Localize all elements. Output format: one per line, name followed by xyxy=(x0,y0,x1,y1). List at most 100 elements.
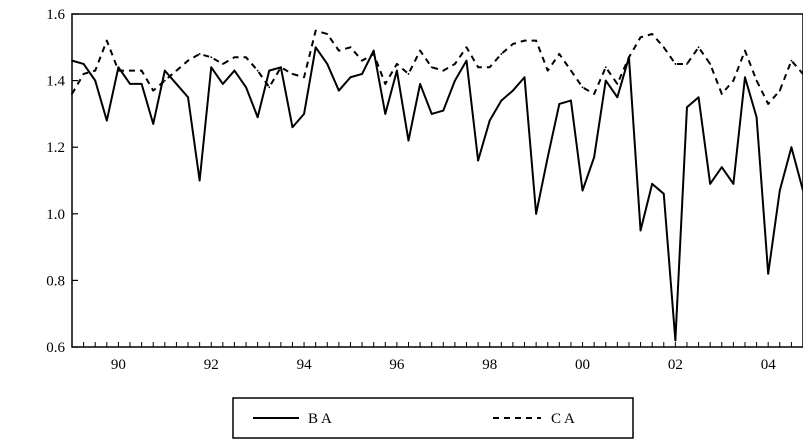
data-point-ca xyxy=(709,63,711,65)
data-point-ba xyxy=(466,60,468,62)
data-point-ca xyxy=(651,33,653,35)
data-point-ca xyxy=(210,56,212,58)
x-tick-label: 94 xyxy=(297,357,313,373)
data-point-ca xyxy=(176,70,178,72)
legend-label-ba: BA xyxy=(308,411,335,427)
data-point-ba xyxy=(210,66,212,68)
data-point-ca xyxy=(245,56,247,58)
data-point-ca xyxy=(431,66,433,68)
data-point-ca xyxy=(118,70,120,72)
y-tick-label: 0.8 xyxy=(46,273,65,289)
y-tick-label: 1.2 xyxy=(46,140,65,156)
data-point-ca xyxy=(767,103,769,105)
series-points-ba xyxy=(71,46,803,341)
data-point-ca xyxy=(408,73,410,75)
x-tick-label: 00 xyxy=(575,357,590,373)
data-point-ba xyxy=(616,96,618,98)
data-point-ca xyxy=(292,73,294,75)
data-point-ca xyxy=(593,93,595,95)
data-point-ca xyxy=(234,56,236,58)
x-tick-label: 04 xyxy=(761,357,777,373)
data-point-ba xyxy=(187,96,189,98)
data-point-ba xyxy=(674,339,676,341)
data-point-ca xyxy=(129,70,131,72)
data-point-ba xyxy=(744,76,746,78)
data-point-ba xyxy=(268,70,270,72)
data-point-ba xyxy=(756,116,758,118)
data-point-ca xyxy=(257,70,259,72)
data-point-ba xyxy=(732,183,734,185)
data-point-ca xyxy=(83,73,85,75)
data-point-ca xyxy=(721,93,723,95)
data-point-ba xyxy=(489,120,491,122)
data-point-ca xyxy=(477,66,479,68)
legend-label-ca: CA xyxy=(551,411,578,427)
data-point-ba xyxy=(326,63,328,65)
data-point-ca xyxy=(222,63,224,65)
data-point-ba xyxy=(640,230,642,232)
data-point-ca xyxy=(616,83,618,85)
data-point-ba xyxy=(663,193,665,195)
y-tick-label: 0.6 xyxy=(46,340,65,356)
data-point-ca xyxy=(373,53,375,55)
data-point-ba xyxy=(686,106,688,108)
data-point-ba xyxy=(129,83,131,85)
data-point-ba xyxy=(361,73,363,75)
data-point-ba xyxy=(477,160,479,162)
data-point-ba xyxy=(535,213,537,215)
x-tick-label: 96 xyxy=(389,357,405,373)
data-point-ba xyxy=(582,190,584,192)
data-point-ba xyxy=(593,156,595,158)
data-point-ba xyxy=(651,183,653,185)
data-point-ca xyxy=(500,53,502,55)
data-point-ba xyxy=(442,110,444,112)
data-point-ca xyxy=(396,63,398,65)
data-point-ca xyxy=(94,70,96,72)
data-point-ba xyxy=(83,63,85,65)
data-point-ca xyxy=(663,46,665,48)
data-point-ba xyxy=(396,70,398,72)
data-point-ca xyxy=(199,53,201,55)
data-point-ca xyxy=(152,90,154,92)
data-point-ba xyxy=(222,83,224,85)
data-point-ba xyxy=(605,80,607,82)
y-axis: 0.6 0.8 1.0 1.2 1.4 1.6 xyxy=(46,7,78,356)
data-point-ca xyxy=(326,33,328,35)
data-point-ba xyxy=(152,123,154,125)
data-point-ca xyxy=(280,66,282,68)
data-point-ca xyxy=(419,50,421,52)
data-point-ba xyxy=(767,273,769,275)
data-point-ca xyxy=(686,63,688,65)
data-point-ca xyxy=(605,66,607,68)
data-point-ba xyxy=(709,183,711,185)
data-point-ba xyxy=(698,96,700,98)
x-tick-label: 92 xyxy=(204,357,219,373)
data-point-ca xyxy=(570,70,572,72)
data-point-ba xyxy=(141,83,143,85)
data-point-ba xyxy=(245,86,247,88)
data-point-ca xyxy=(732,80,734,82)
data-point-ba xyxy=(500,100,502,102)
data-point-ba xyxy=(71,60,73,62)
series-line-ba xyxy=(72,47,803,340)
data-point-ca xyxy=(141,70,143,72)
x-tick-label: 90 xyxy=(111,357,126,373)
data-point-ba xyxy=(94,80,96,82)
data-point-ba xyxy=(791,146,793,148)
data-point-ca xyxy=(489,66,491,68)
y-tick-label: 1.4 xyxy=(46,74,65,90)
data-point-ca xyxy=(187,60,189,62)
data-point-ba xyxy=(524,76,526,78)
data-point-ba xyxy=(570,100,572,102)
data-point-ca xyxy=(338,50,340,52)
data-point-ba xyxy=(721,166,723,168)
data-point-ca xyxy=(268,86,270,88)
data-point-ca xyxy=(442,70,444,72)
y-tick-label: 1.6 xyxy=(46,7,65,23)
x-tick-label: 98 xyxy=(482,357,497,373)
y-tick-label: 1.0 xyxy=(46,207,65,223)
data-point-ba xyxy=(315,46,317,48)
data-point-ca xyxy=(779,90,781,92)
data-point-ca xyxy=(558,53,560,55)
